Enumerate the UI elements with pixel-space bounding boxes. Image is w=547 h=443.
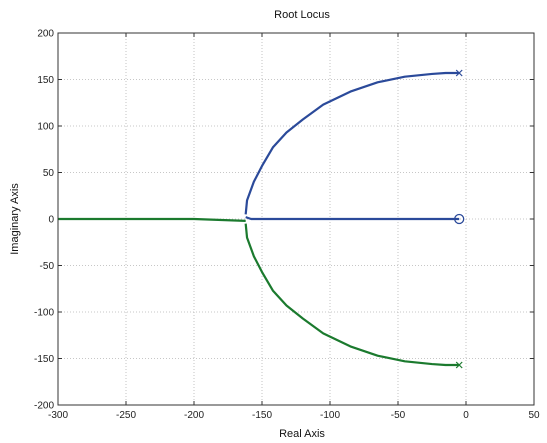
x-tick-label: 0 <box>463 410 469 421</box>
locus-branch-green <box>58 217 246 222</box>
zero-marker <box>454 213 465 225</box>
y-tick-label: -100 <box>34 308 54 319</box>
chart-title: Root Locus <box>274 9 330 21</box>
locus-branch-green <box>244 223 460 367</box>
y-tick-label: -200 <box>34 401 54 412</box>
locus-branch-blue <box>245 216 460 221</box>
x-axis-label: Real Axis <box>279 428 325 440</box>
y-tick-label: 150 <box>37 75 54 86</box>
x-tick-label: -100 <box>320 410 340 421</box>
y-tick-label: -50 <box>40 261 55 272</box>
x-tick-label: -300 <box>48 410 68 421</box>
x-tick-label: -200 <box>184 410 204 421</box>
x-tick-label: -250 <box>116 410 136 421</box>
pole-marker <box>455 361 463 369</box>
pole-stroke <box>455 361 463 369</box>
locus-branch-blue <box>244 71 460 215</box>
y-tick-label: 100 <box>37 122 54 133</box>
y-tick-label: 200 <box>37 29 54 40</box>
y-tick-label: -150 <box>34 354 54 365</box>
plot-frame <box>57 32 535 406</box>
y-tick-label: 50 <box>43 168 55 179</box>
series-layer <box>58 71 460 367</box>
pole-stroke <box>455 69 463 77</box>
tick-layer: -300 -250 -200 -150 -100 -50 0 50 -200 -150 -100 -5… <box>34 29 540 422</box>
pole-marker <box>455 69 463 77</box>
marker-layer <box>454 69 465 369</box>
x-tick-label: -50 <box>391 410 406 421</box>
y-tick-label: 0 <box>48 215 54 226</box>
y-axis-label: Imaginary Axis <box>9 183 21 255</box>
x-tick-label: 50 <box>528 410 540 421</box>
x-tick-label: -150 <box>252 410 272 421</box>
